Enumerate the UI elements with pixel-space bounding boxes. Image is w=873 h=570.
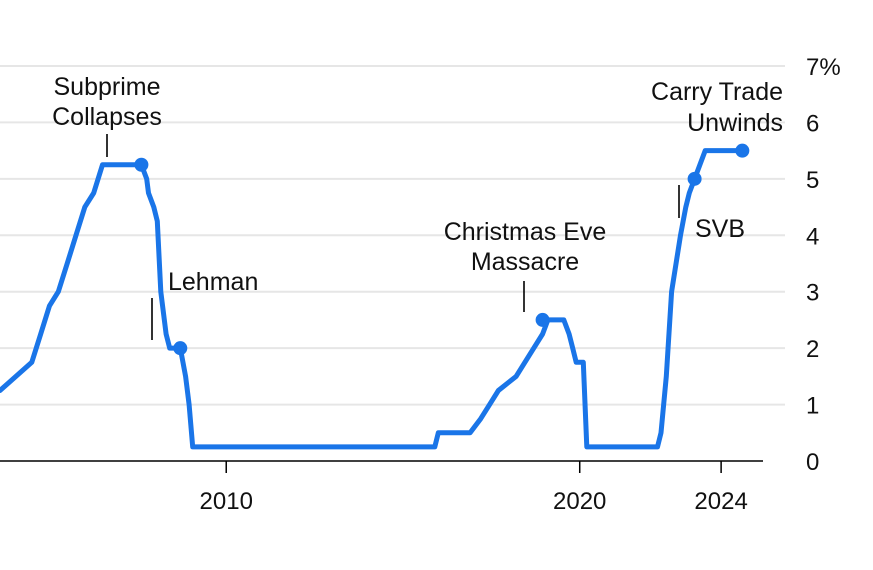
subprime-marker: [134, 157, 149, 172]
lehman-marker: [173, 341, 188, 356]
y-tick-label-7: 7%: [806, 54, 841, 81]
x-tick-label-2020: 2020: [553, 488, 606, 515]
y-tick-label-0: 0: [806, 449, 819, 476]
y-tick-label-6: 6: [806, 110, 819, 137]
x-axis: 2010 2020 2024: [0, 460, 763, 515]
svb-label: SVB: [695, 215, 745, 243]
y-axis-labels: 0 1 2 3 4 5 6 7%: [806, 54, 841, 476]
lehman-label: Lehman: [168, 268, 258, 296]
y-tick-label-2: 2: [806, 336, 819, 363]
christmas-label: Christmas Eve Massacre: [444, 218, 607, 276]
y-tick-label-5: 5: [806, 167, 819, 194]
series: [0, 148, 745, 450]
christmas-marker: [535, 312, 550, 327]
subprime-label: Subprime Collapses: [52, 73, 162, 131]
y-tick-label-3: 3: [806, 280, 819, 307]
svb-marker: [687, 171, 702, 186]
svb-label-line: SVB: [695, 215, 745, 243]
lehman-label-line: Lehman: [168, 268, 258, 296]
series-line-0: [0, 148, 745, 450]
carry-label-line: Unwinds: [687, 109, 783, 137]
christmas-label-line: Christmas Eve: [444, 218, 607, 246]
carry-label-line: Carry Trade: [651, 78, 783, 106]
x-tick-label-2010: 2010: [200, 488, 253, 515]
y-tick-label-4: 4: [806, 223, 819, 250]
x-tick-label-2024: 2024: [694, 488, 747, 515]
subprime-label-line: Subprime: [54, 73, 161, 101]
gridlines: [0, 65, 785, 406]
carry-marker: [735, 143, 750, 158]
annotations: Subprime Collapses Lehman Christmas Eve Mass…: [52, 73, 783, 356]
subprime-label-line: Collapses: [52, 103, 162, 131]
y-tick-label-1: 1: [806, 393, 819, 420]
carry-label: Carry Trade Unwinds: [651, 78, 783, 137]
christmas-label-line: Massacre: [471, 248, 579, 276]
